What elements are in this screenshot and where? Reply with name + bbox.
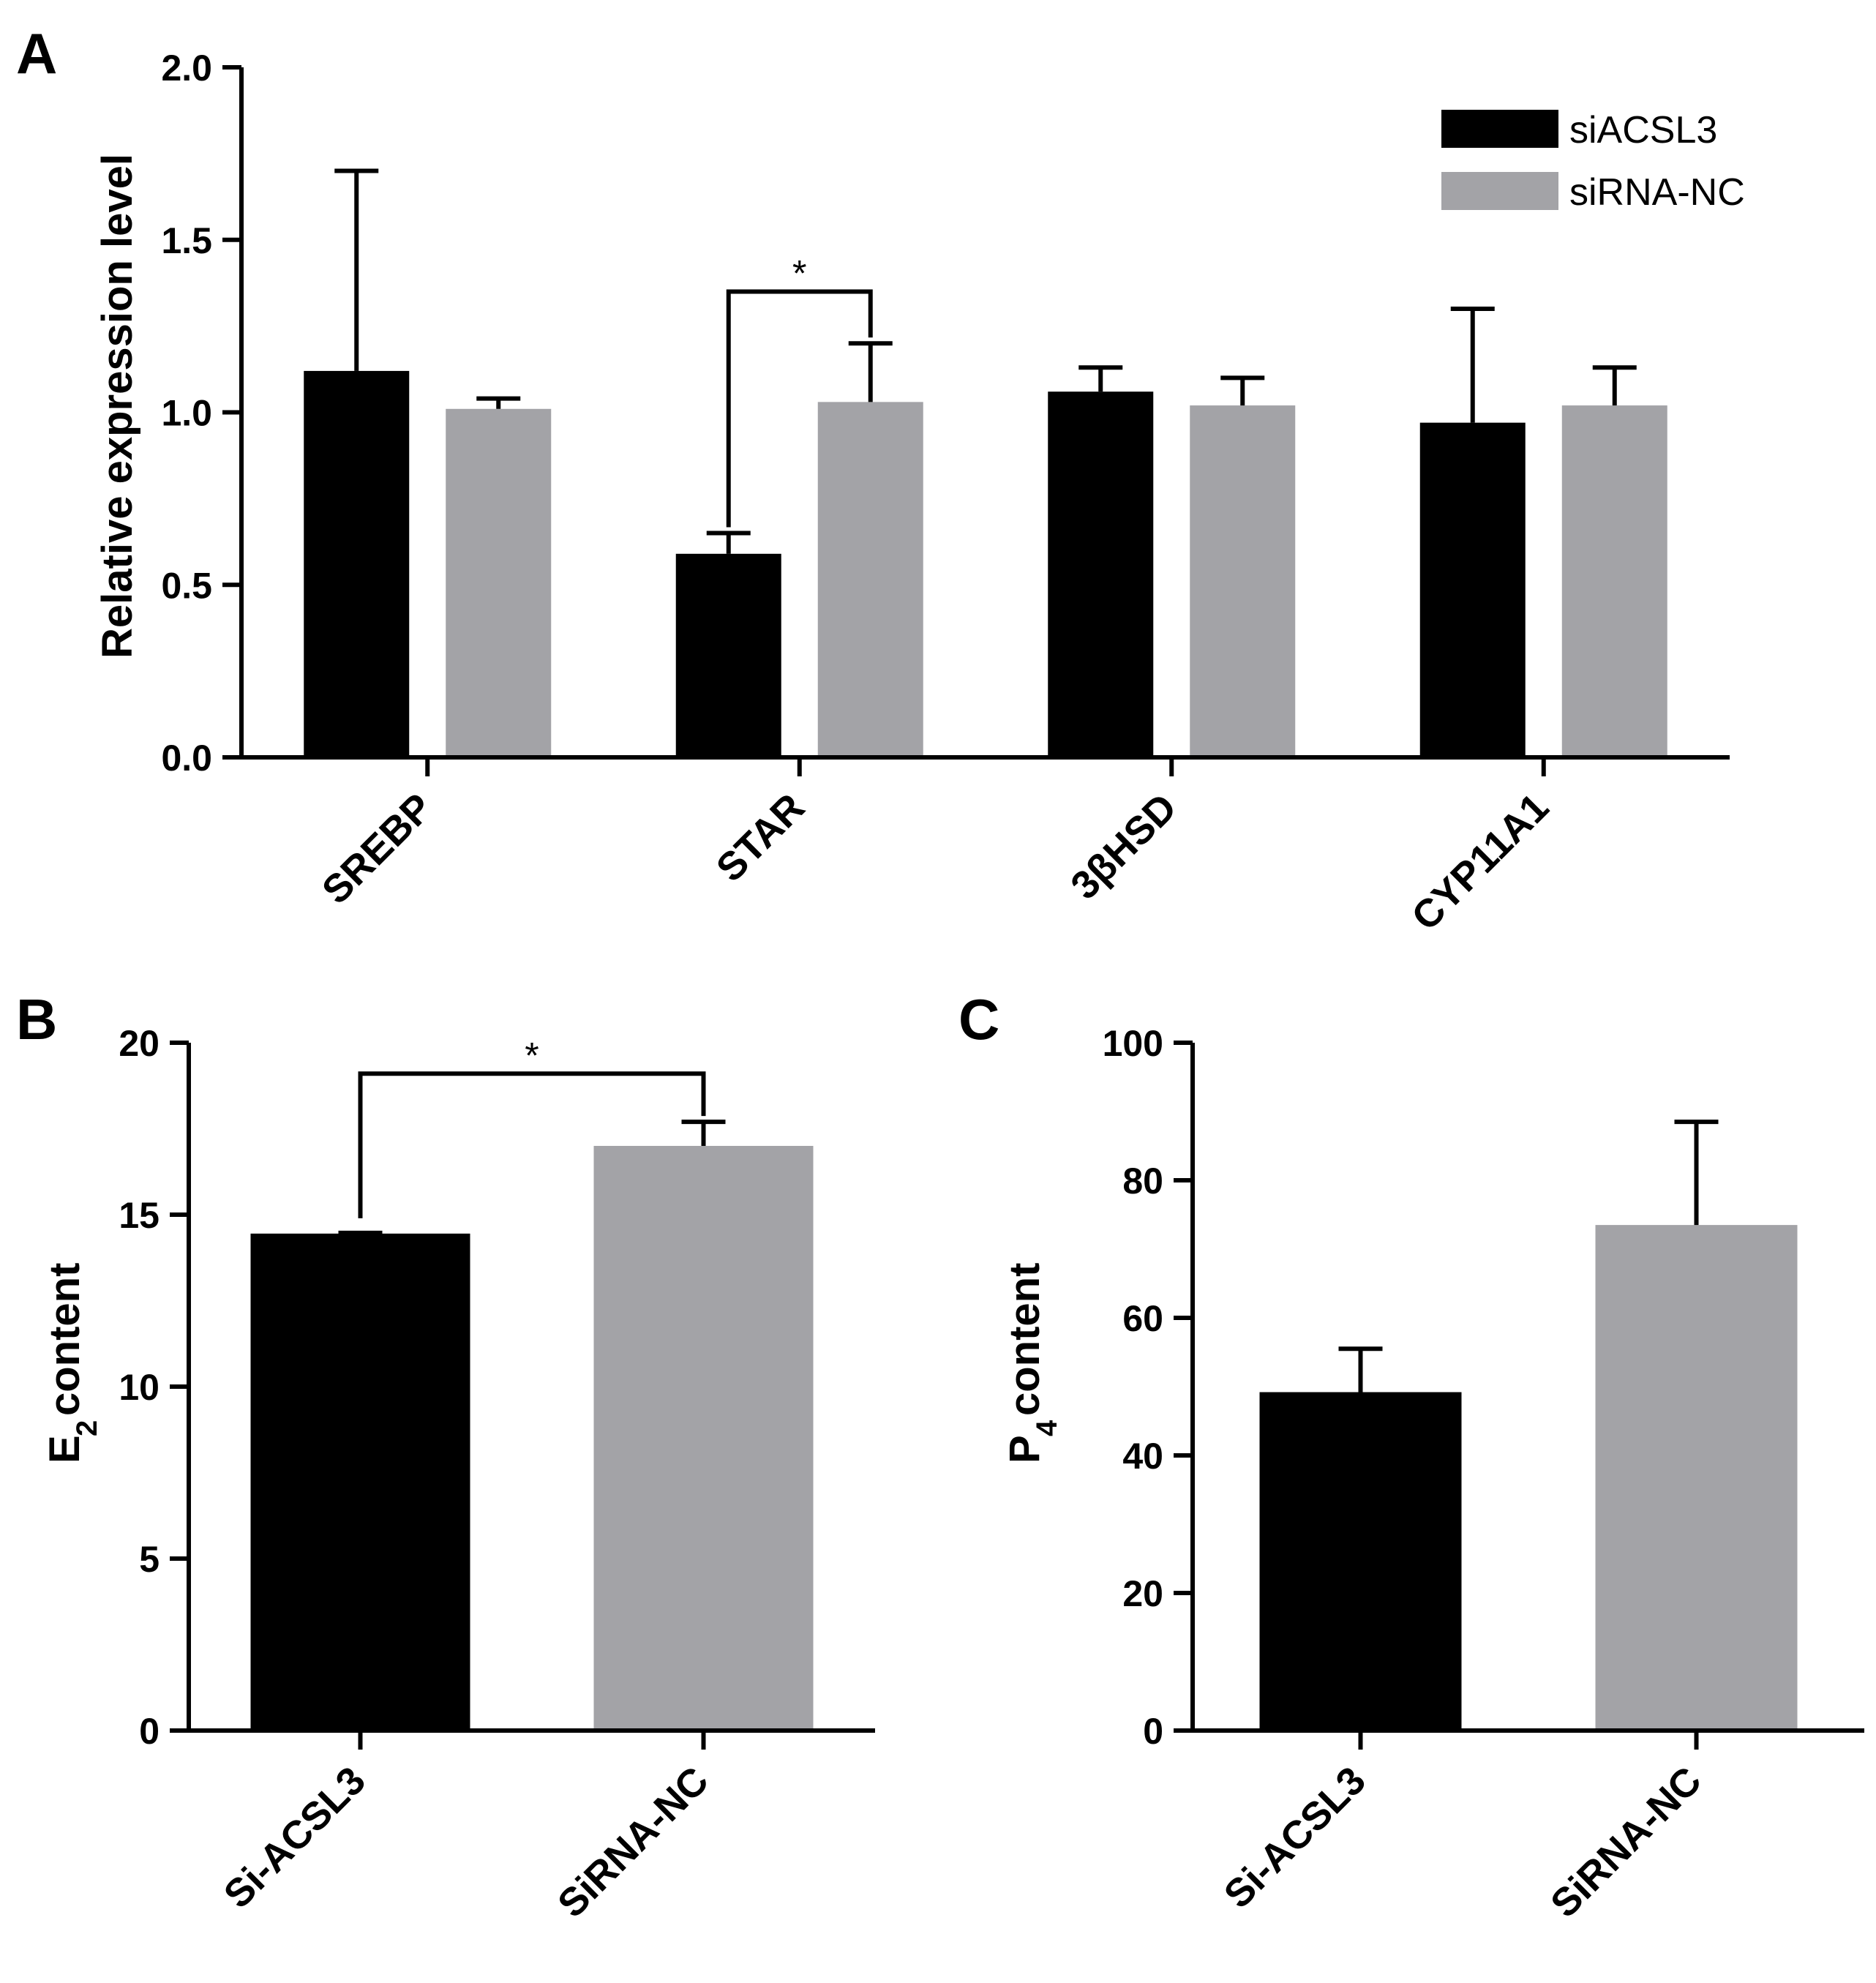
panel-c-x-labels: Si-ACSL3 SiRNA-NC bbox=[1216, 1758, 1710, 1926]
panel-a-y-axis-title: Relative expression level bbox=[94, 154, 141, 659]
legend-label-siacsl3: siACSL3 bbox=[1569, 109, 1717, 151]
bar-sirna-nc-3-hsd bbox=[1190, 405, 1296, 757]
bar-sirna-nc-star bbox=[817, 402, 923, 757]
bar-sirna-nc-cyp11a1 bbox=[1561, 405, 1667, 757]
panel-c: C P 4 content 0 20 40 60 80 100 Si-ACSL3 SiRNA… bbox=[958, 987, 1864, 1926]
bar-siacsl3-cyp11a1 bbox=[1419, 422, 1526, 757]
panel-a-axes bbox=[239, 67, 1730, 776]
bar-sirna-nc-srebp bbox=[446, 408, 552, 757]
y-tick-label-0-5: 0.5 bbox=[161, 565, 212, 606]
panel-a-label: A bbox=[16, 21, 57, 86]
bar-siacsl3-srebp bbox=[304, 370, 410, 757]
panel-c-y-title-rest: content bbox=[1001, 1263, 1048, 1416]
panel-b-y-ticks: 0 5 10 15 20 bbox=[119, 1023, 189, 1752]
panel-a: A Relative expression level 0.0 0.5 1.0 1.5… bbox=[16, 21, 1745, 939]
y-tick-label-2-0: 2.0 bbox=[161, 48, 212, 89]
panel-c-error-bars bbox=[1338, 1120, 1719, 1392]
panel-b-y-title-rest: content bbox=[41, 1263, 89, 1416]
y-tick-label-0-0: 0.0 bbox=[161, 738, 212, 779]
panel-a-significance-star: * bbox=[792, 252, 806, 293]
panel-b-y-title-main: E bbox=[41, 1435, 89, 1463]
panel-a-y-ticks: 0.0 0.5 1.0 1.5 2.0 bbox=[161, 48, 241, 779]
y-tick-label-10: 10 bbox=[119, 1367, 160, 1408]
panel-c-y-title-main: P bbox=[1001, 1435, 1048, 1463]
bar-si-acsl3 bbox=[250, 1233, 470, 1731]
panel-b-y-axis-title: E 2 content bbox=[41, 1263, 103, 1463]
y-tick-label-15: 15 bbox=[119, 1195, 160, 1236]
panel-b-significance-bracket bbox=[358, 1071, 706, 1218]
x-label-cyp11a1: CYP11A1 bbox=[1403, 785, 1557, 939]
panel-b-axes bbox=[187, 1043, 875, 1750]
panel-b-y-title-subscript: 2 bbox=[71, 1420, 103, 1436]
panel-b-error-bars bbox=[338, 1120, 726, 1235]
y-tick-label-20: 20 bbox=[1122, 1573, 1163, 1614]
y-tick-label-1-5: 1.5 bbox=[161, 220, 212, 261]
y-tick-label-1-0: 1.0 bbox=[161, 393, 212, 434]
panel-c-y-ticks: 0 20 40 60 80 100 bbox=[1103, 1023, 1193, 1752]
panel-c-axes bbox=[1190, 1043, 1864, 1750]
y-tick-label-0: 0 bbox=[1143, 1711, 1163, 1752]
x-label-si-acsl3: Si-ACSL3 bbox=[216, 1758, 374, 1916]
y-tick-label-20: 20 bbox=[119, 1023, 160, 1064]
panel-b-bars bbox=[250, 1146, 814, 1731]
y-tick-label-40: 40 bbox=[1122, 1436, 1163, 1477]
legend-label-sirna-nc: siRNA-NC bbox=[1569, 171, 1745, 214]
bar-siacsl3-3-hsd bbox=[1048, 391, 1154, 757]
y-tick-label-0: 0 bbox=[139, 1711, 160, 1752]
bar-si-acsl3 bbox=[1259, 1392, 1462, 1731]
panel-b-significance-star: * bbox=[525, 1035, 539, 1076]
x-label-3-hsd: 3βHSD bbox=[1062, 785, 1185, 908]
panel-a-error-bars bbox=[334, 168, 1637, 554]
y-tick-label-60: 60 bbox=[1122, 1298, 1163, 1339]
y-tick-label-5: 5 bbox=[139, 1539, 160, 1580]
legend-swatch-siacsl3 bbox=[1441, 110, 1558, 148]
x-label-sirna-nc: SiRNA-NC bbox=[549, 1758, 717, 1926]
y-tick-label-100: 100 bbox=[1103, 1023, 1163, 1064]
panel-a-legend: siACSL3 siRNA-NC bbox=[1441, 109, 1745, 214]
panel-a-significance-bracket bbox=[726, 289, 873, 528]
legend-swatch-sirna-nc bbox=[1441, 172, 1558, 210]
x-label-srebp: SREBP bbox=[314, 785, 441, 912]
bar-sirna-nc bbox=[593, 1146, 814, 1731]
x-label-si-acsl3: Si-ACSL3 bbox=[1216, 1758, 1374, 1916]
bar-siacsl3-star bbox=[675, 553, 781, 757]
x-label-sirna-nc: SiRNA-NC bbox=[1542, 1758, 1710, 1926]
panel-c-y-title-subscript: 4 bbox=[1031, 1420, 1063, 1436]
panel-c-bars bbox=[1259, 1225, 1798, 1731]
panel-a-bars bbox=[304, 370, 1667, 757]
panel-b-x-labels: Si-ACSL3 SiRNA-NC bbox=[216, 1758, 717, 1926]
x-label-star: STAR bbox=[708, 785, 814, 891]
panel-c-label: C bbox=[958, 987, 999, 1052]
bar-sirna-nc bbox=[1595, 1225, 1798, 1731]
panel-a-x-labels: SREBP STAR 3βHSD CYP11A1 bbox=[314, 785, 1557, 939]
y-tick-label-80: 80 bbox=[1122, 1161, 1163, 1202]
panel-c-y-axis-title: P 4 content bbox=[1001, 1263, 1063, 1463]
panel-b-label: B bbox=[16, 987, 57, 1052]
